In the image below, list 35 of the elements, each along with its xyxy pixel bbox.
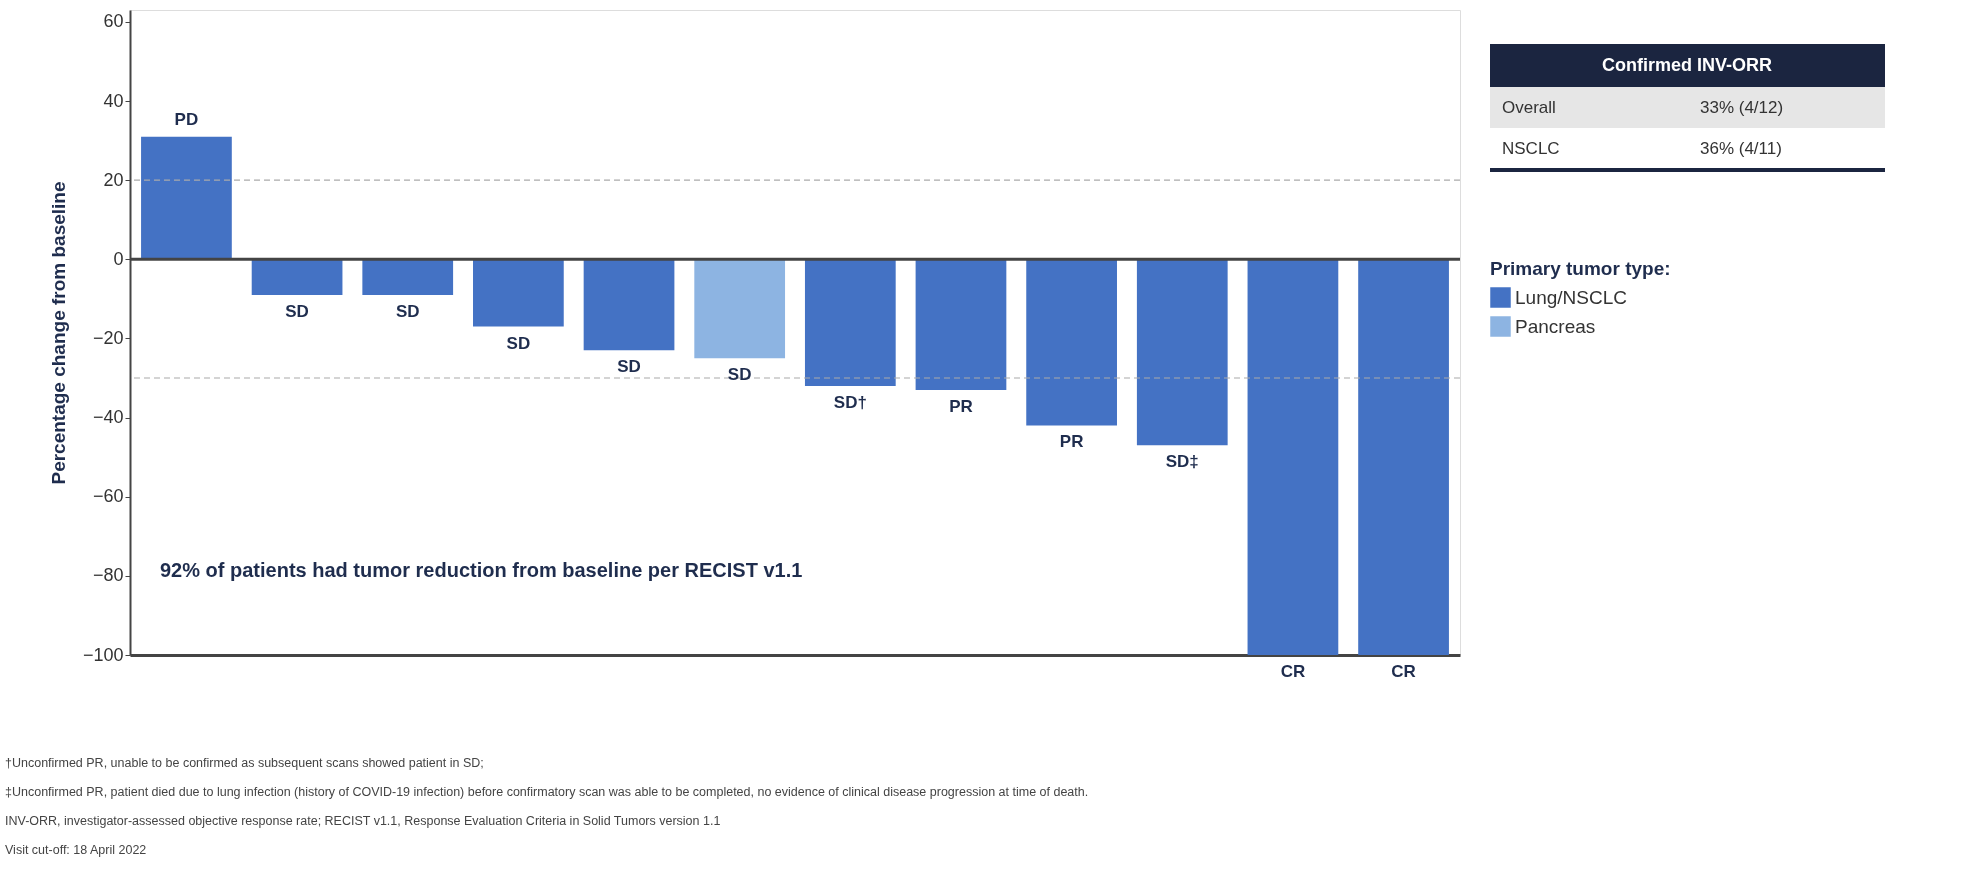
y-tick-label: −60 — [92, 486, 124, 507]
data-label: SD — [506, 333, 531, 353]
text: ‡Unconfirmed PR, patient died due to lung infection (history of COVID-19 infection) before confirmatory scan was able to be completed, no evidence of clinical disease progression at time of death. — [5, 785, 1089, 799]
y-axis-title: Percentage change from baseline — [47, 181, 69, 485]
text: Visit cut-off: 18 April 2022 — [5, 843, 147, 857]
data-label: SD — [617, 357, 641, 377]
data-label: SD‡ — [1165, 452, 1199, 472]
y-tick-label: 60 — [103, 11, 124, 32]
annotation: 92% of patients had tumor reduction from baseline per RECIST v1.1 — [160, 559, 803, 582]
y-tick-label: −80 — [92, 565, 124, 586]
data-label: CR — [1391, 662, 1416, 681]
data-label: PR — [1059, 432, 1084, 452]
text: †Unconfirmed PR, unable to be confirmed as subsequent scans showed patient in SD; — [5, 756, 484, 770]
legend-title: Primary tumor type: — [1490, 258, 1671, 279]
y-tick-label: −100 — [82, 644, 124, 665]
data-label: PR — [949, 396, 973, 416]
y-tick-label: −20 — [92, 327, 124, 348]
legend-label: Pancreas — [1515, 315, 1596, 337]
legend-label: Lung/NSCLC — [1515, 286, 1627, 308]
y-tick-label: −40 — [92, 407, 124, 428]
y-tick-label: 0 — [113, 248, 124, 269]
data-label: SD — [727, 365, 752, 385]
text: Confirmed INV-ORR — [1601, 55, 1773, 75]
text: 33% (4/12) — [1700, 98, 1784, 117]
y-tick-label: 40 — [103, 90, 124, 111]
text: NSCLC — [1502, 139, 1560, 158]
data-label: SD† — [833, 392, 867, 412]
data-label: CR — [1280, 662, 1306, 681]
text: Overall — [1502, 98, 1556, 117]
data-label: SD — [285, 301, 309, 321]
y-tick-label: 20 — [103, 169, 124, 190]
data-label: PD — [174, 109, 199, 129]
data-label: SD — [395, 301, 420, 321]
text: 36% (4/11) — [1700, 139, 1782, 158]
text: INV-ORR, investigator-assessed objective response rate; RECIST v1.1, Response Evaluation Criteria in Solid Tumors version 1.1 — [5, 814, 721, 828]
